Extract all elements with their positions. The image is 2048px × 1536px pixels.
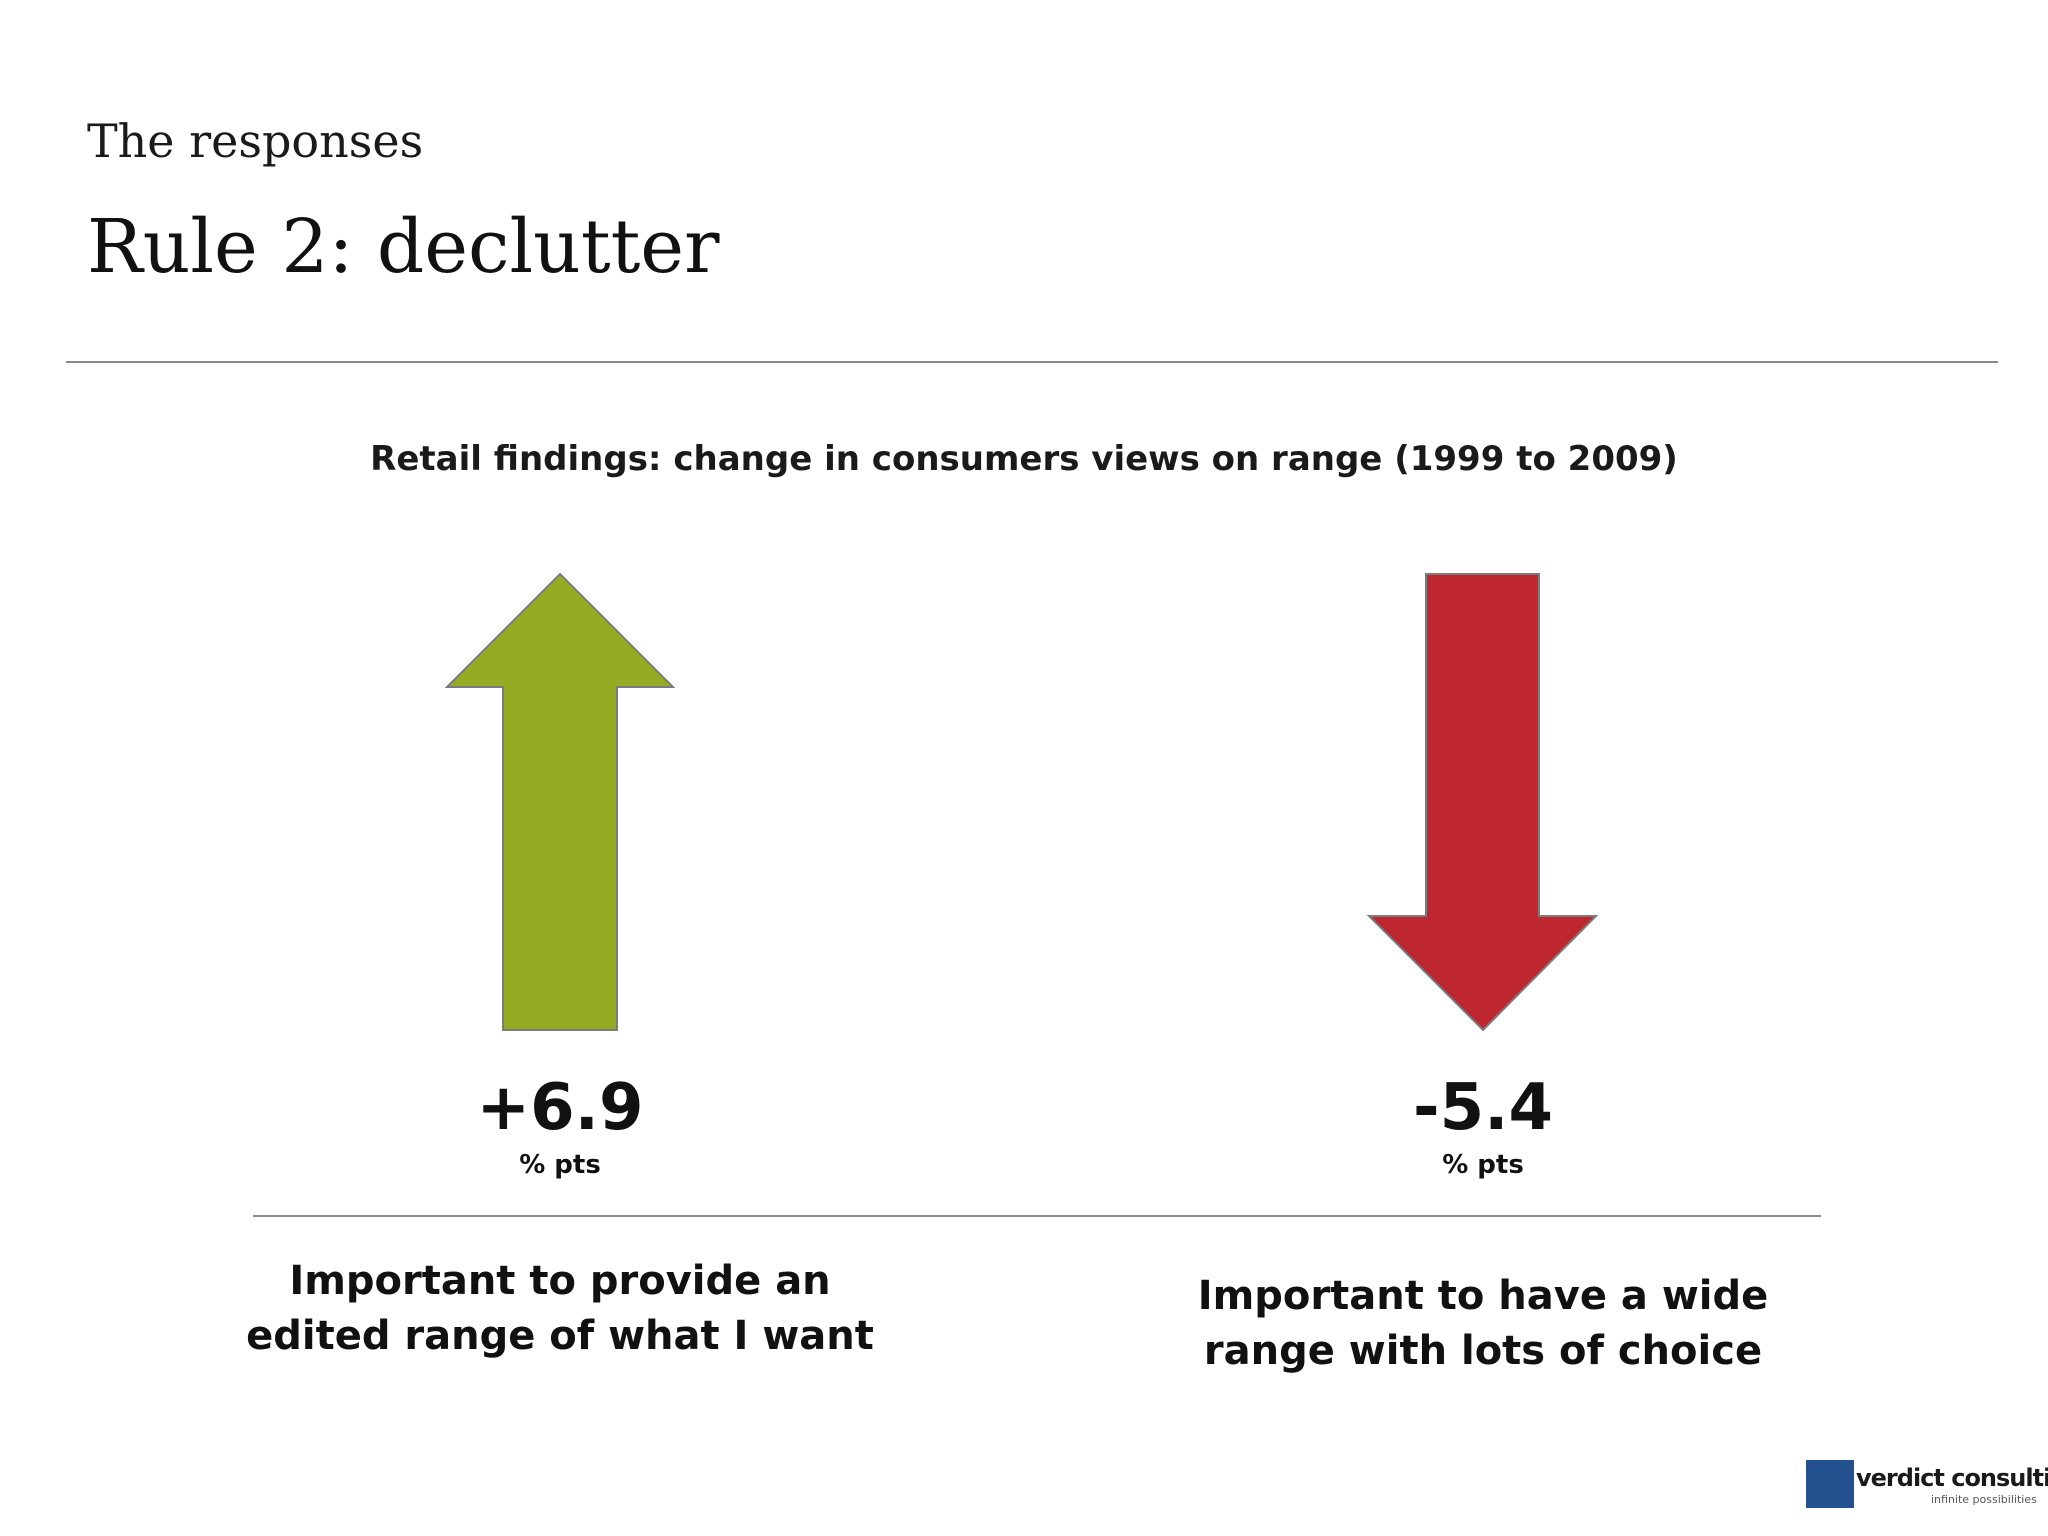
header-divider — [66, 361, 1998, 363]
slide-title: Rule 2: declutter — [87, 204, 720, 290]
slide-subtitle: The responses — [87, 114, 424, 168]
up-arrow-icon — [444, 572, 676, 1031]
left-label-line1: Important to provide an — [289, 1258, 831, 1304]
diagram-title: Retail findings: change in consumers vie… — [370, 439, 1678, 479]
company-logo: verdict consulting infinite possibilitie… — [1806, 1458, 2048, 1518]
logo-tagline: infinite possibilities — [1931, 1493, 2037, 1506]
right-label-line2: range with lots of choice — [1203, 1328, 1763, 1374]
right-label: Important to have a wide range with lots… — [1133, 1269, 1833, 1379]
left-label: Important to provide an edited range of … — [210, 1254, 910, 1364]
logo-square-icon — [1806, 1460, 1854, 1508]
down-arrow-icon — [1366, 573, 1599, 1032]
right-unit: % pts — [1442, 1150, 1524, 1180]
logo-name: verdict consulting — [1856, 1464, 2048, 1492]
left-value: +6.9 — [476, 1071, 644, 1145]
left-label-line2: edited range of what I want — [246, 1313, 874, 1359]
right-value: -5.4 — [1413, 1071, 1553, 1145]
left-unit: % pts — [519, 1150, 601, 1180]
values-divider — [253, 1215, 1821, 1217]
right-label-line1: Important to have a wide — [1197, 1273, 1769, 1319]
